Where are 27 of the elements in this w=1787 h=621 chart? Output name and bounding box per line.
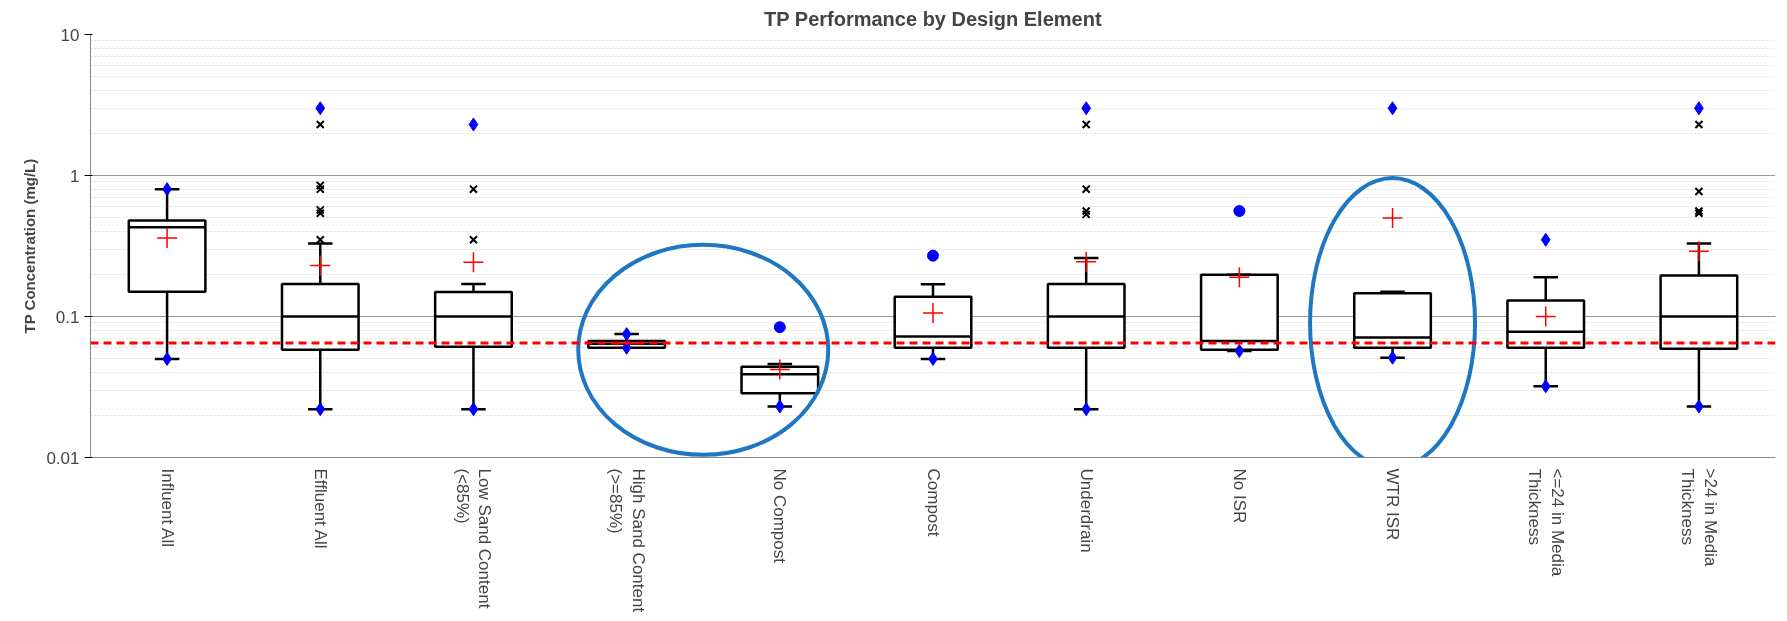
- point: [1081, 402, 1092, 417]
- point: [1387, 350, 1398, 365]
- x-tick-label: Low Sand Content (<85%): [452, 468, 495, 609]
- y-tick-label: 0.01: [46, 448, 80, 468]
- y-tick-label: 10: [60, 25, 80, 45]
- x-tick-label: WTR ISR: [1383, 468, 1403, 541]
- x-tick-label: Effluent All: [310, 468, 330, 549]
- chart-title: TP Performance by Design Element: [764, 7, 1102, 30]
- x-tick-label: <=24 in Media Thickness: [1524, 468, 1567, 577]
- point: [315, 101, 326, 116]
- point: [621, 327, 632, 342]
- x-tick-label: No Compost: [770, 468, 790, 564]
- x-tick-label: Underdrain: [1076, 468, 1096, 553]
- point: [468, 117, 479, 132]
- point: [774, 399, 785, 414]
- x-tick-label: High Sand Content (>=85%): [605, 468, 648, 613]
- y-axis-title: TP Concentration (mg/L): [21, 158, 39, 334]
- x-tick-label: Compost: [923, 468, 943, 537]
- y-tick-label: 0.1: [55, 307, 80, 327]
- x-tick-label: >24 in Media Thickness: [1678, 468, 1720, 567]
- x-tick-label: No ISR: [1229, 468, 1249, 524]
- point: [468, 402, 479, 417]
- point: [315, 402, 326, 417]
- point: [1540, 379, 1551, 394]
- x-tick-label: Influent All: [157, 468, 177, 547]
- point: [1234, 343, 1245, 358]
- y-tick-label: 1: [70, 166, 80, 186]
